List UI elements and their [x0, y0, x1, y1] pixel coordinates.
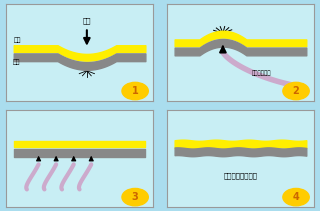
Circle shape	[122, 188, 148, 206]
Text: 3: 3	[132, 192, 139, 202]
Text: 4: 4	[293, 192, 300, 202]
Text: 凹陷: 凹陷	[83, 17, 91, 23]
Text: 钓板: 钓板	[12, 59, 20, 65]
Text: 挥压工具前端: 挥压工具前端	[252, 71, 272, 76]
Circle shape	[122, 82, 148, 100]
Text: 漆面: 漆面	[14, 37, 21, 43]
Circle shape	[283, 82, 309, 100]
Text: 2: 2	[293, 86, 300, 96]
Text: 1: 1	[132, 86, 139, 96]
Text: 直接凹陷融入车漆: 直接凹陷融入车漆	[223, 173, 258, 179]
Circle shape	[283, 188, 309, 206]
